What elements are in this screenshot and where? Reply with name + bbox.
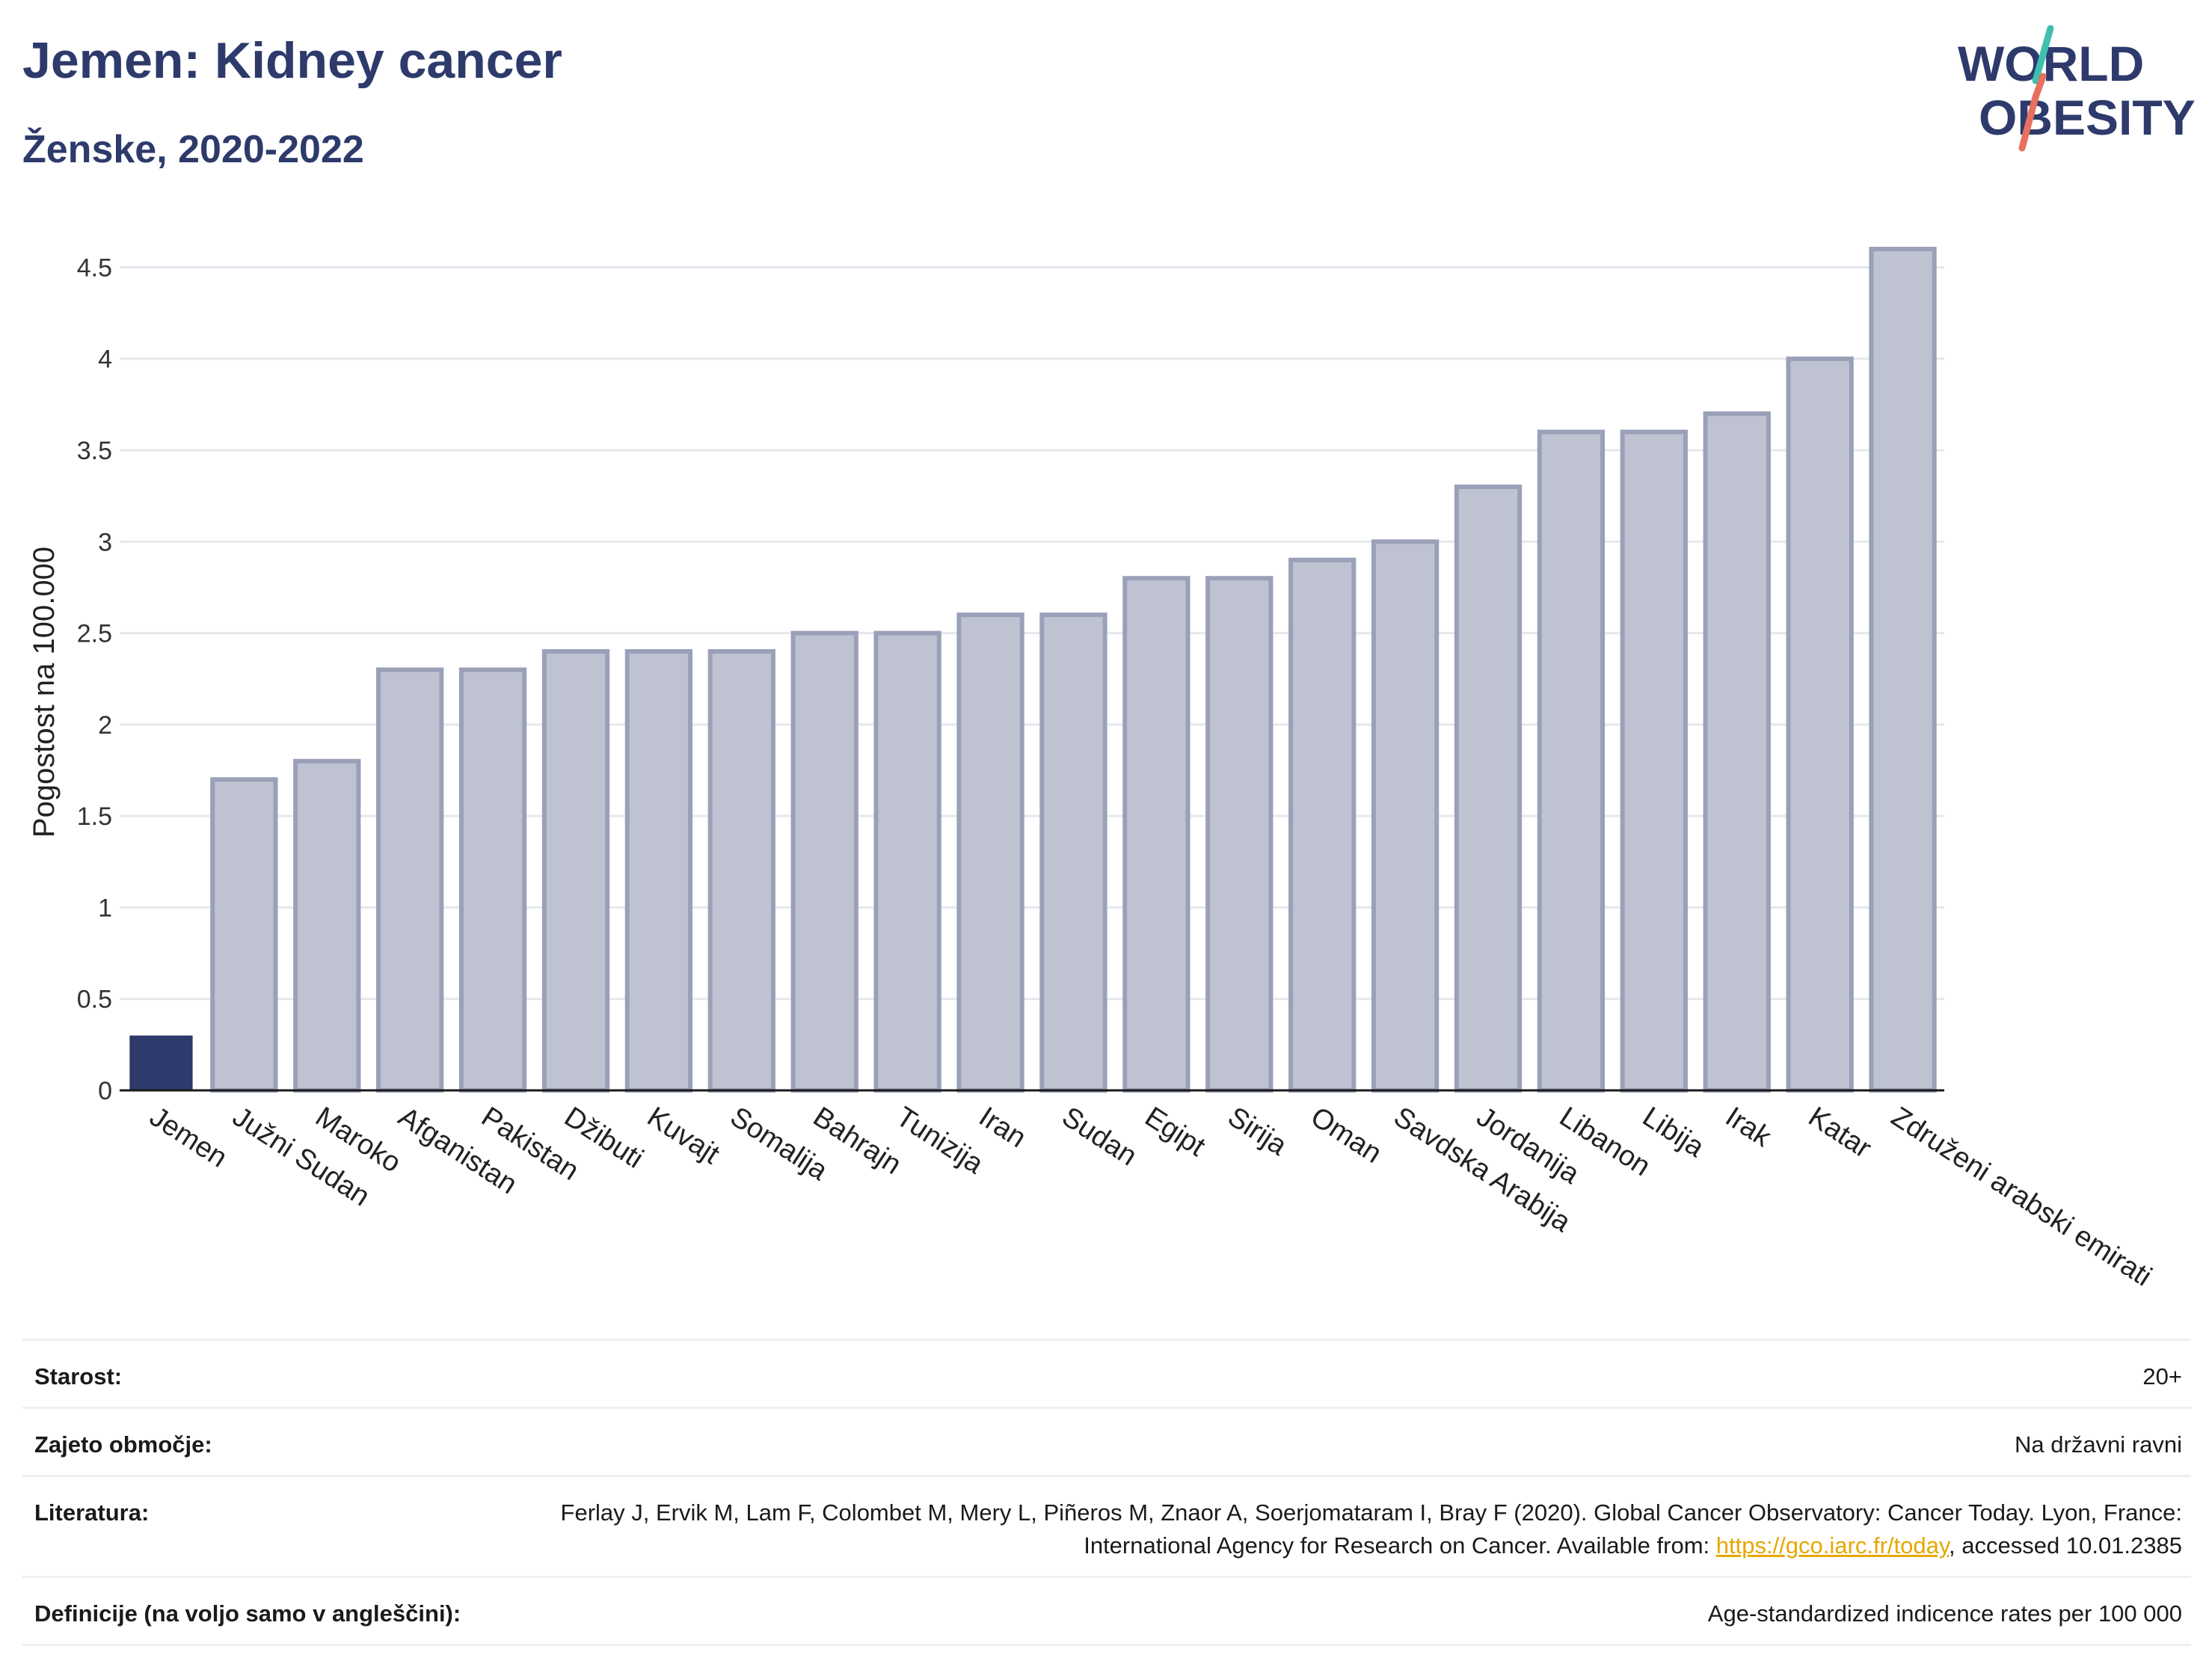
world-obesity-logo: WORLD OBESITY — [1958, 25, 2196, 152]
meta-label-coverage: Zajeto območje: — [34, 1431, 212, 1458]
logo-slash-teal — [2032, 25, 2054, 85]
bar[interactable] — [293, 758, 361, 1093]
category-label: Tunizija — [891, 1101, 989, 1180]
meta-row-age: Starost: 20+ — [22, 1339, 2191, 1407]
bar[interactable] — [1454, 484, 1523, 1093]
meta-row-definitions: Definicije (na voljo samo v angleščini):… — [22, 1576, 2191, 1646]
meta-row-coverage: Zajeto območje: Na državni ravni — [22, 1407, 2191, 1475]
category-label: Jemen — [144, 1101, 233, 1173]
category-label: Združeni arabski emirati — [1886, 1101, 2157, 1292]
y-tick-label: 4 — [98, 346, 112, 374]
meta-value-definitions: Age-standardized indicence rates per 100… — [1707, 1600, 2182, 1627]
y-tick-label: 1 — [98, 894, 112, 922]
meta-value-coverage: Na državni ravni — [2015, 1431, 2182, 1458]
bar[interactable] — [1703, 411, 1771, 1093]
category-label: Katar — [1803, 1101, 1877, 1164]
meta-label-age: Starost: — [34, 1363, 123, 1390]
category-label: Iran — [974, 1101, 1032, 1154]
bar[interactable] — [1122, 576, 1191, 1093]
category-label: Sudan — [1057, 1101, 1143, 1172]
category-label: Kuvajt — [642, 1101, 725, 1170]
bar[interactable] — [210, 777, 278, 1093]
bar[interactable] — [541, 649, 610, 1093]
y-tick-label: 0 — [98, 1077, 112, 1105]
bar[interactable] — [376, 667, 444, 1093]
meta-label-definitions: Definicije (na voljo samo v angleščini): — [34, 1600, 461, 1627]
bar[interactable] — [1371, 539, 1440, 1093]
y-tick-labels: 0 0.5 1 1.5 2 2.5 3 3.5 4 4.5 — [77, 254, 112, 1105]
y-tick-label: 2 — [98, 711, 112, 740]
y-tick-label: 3 — [98, 528, 112, 556]
logo-word-world: WORLD — [1958, 36, 2144, 91]
bar[interactable] — [1039, 612, 1107, 1093]
bar[interactable] — [1620, 429, 1688, 1093]
bar[interactable] — [956, 612, 1024, 1093]
bar[interactable] — [129, 1035, 193, 1090]
y-tick-label: 3.5 — [77, 437, 112, 465]
meta-value-reference: Ferlay J, Ervik M, Lam F, Colombet M, Me… — [522, 1496, 2182, 1562]
reference-text: Ferlay J, Ervik M, Lam F, Colombet M, Me… — [560, 1499, 2182, 1559]
y-tick-label: 1.5 — [77, 802, 112, 831]
bar[interactable] — [1537, 429, 1606, 1093]
y-tick-label: 2.5 — [77, 620, 112, 648]
chart-subtitle: Ženske, 2020-2022 — [22, 128, 364, 171]
y-axis-title: Pogostost na 100.000 — [28, 547, 61, 838]
metadata-table: Starost: 20+ Zajeto območje: Na državni … — [22, 1339, 2191, 1646]
bars — [129, 247, 1937, 1093]
category-label: Sirija — [1222, 1101, 1292, 1162]
bar[interactable] — [458, 667, 527, 1093]
bar[interactable] — [1288, 557, 1357, 1093]
bar[interactable] — [707, 649, 775, 1093]
reference-accessed: , accessed 10.01.2385 — [1949, 1532, 2182, 1559]
bar[interactable] — [1205, 576, 1274, 1093]
y-tick-label: 4.5 — [77, 254, 112, 282]
category-label: Irak — [1720, 1101, 1778, 1153]
category-label: Egipt — [1139, 1101, 1211, 1163]
chart-title: Jemen: Kidney cancer — [22, 32, 562, 89]
bar[interactable] — [624, 649, 693, 1093]
meta-label-reference: Literatura: — [34, 1499, 150, 1526]
reference-link[interactable]: https://gco.iarc.fr/today — [1715, 1532, 1950, 1559]
logo-slash-coral-mid — [2032, 73, 2047, 101]
y-tick-label: 0.5 — [77, 986, 112, 1014]
logo-word-obesity: OBESITY — [1979, 90, 2196, 145]
logo-slash-coral — [2018, 93, 2039, 152]
bar[interactable] — [873, 630, 941, 1093]
bar[interactable] — [1869, 247, 1937, 1093]
meta-value-age: 20+ — [2142, 1363, 2182, 1390]
meta-row-reference: Literatura: Ferlay J, Ervik M, Lam F, Co… — [22, 1475, 2191, 1576]
bar[interactable] — [790, 630, 858, 1093]
bar[interactable] — [1786, 356, 1854, 1093]
category-label: Oman — [1305, 1101, 1387, 1170]
